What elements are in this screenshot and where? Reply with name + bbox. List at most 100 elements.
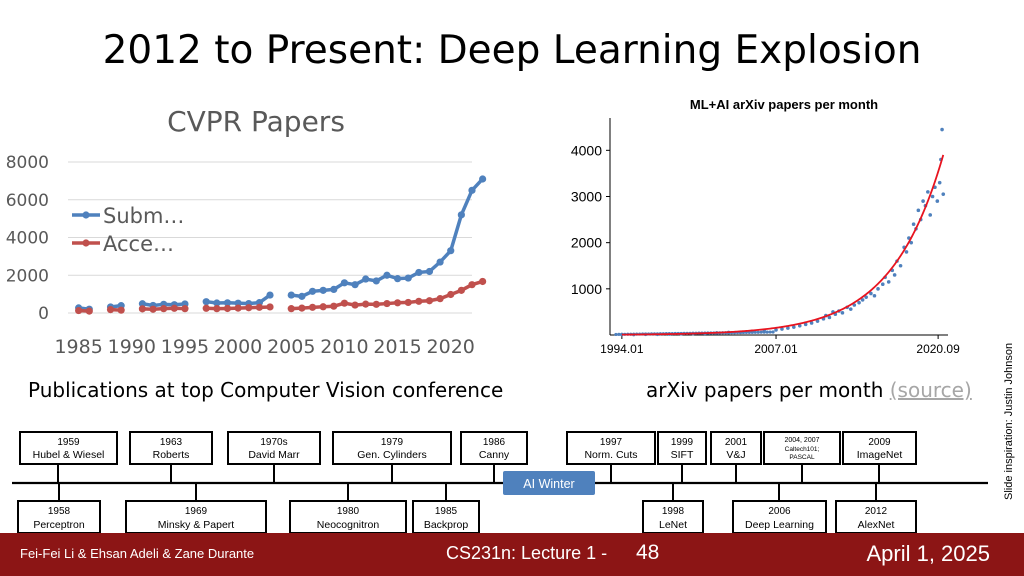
arxiv-data-point	[926, 190, 930, 194]
arxiv-data-point	[753, 330, 757, 334]
arxiv-y-tick-label: 4000	[571, 142, 602, 158]
cvpr-submitted-point	[393, 275, 402, 283]
arxiv-data-point	[921, 199, 925, 203]
arxiv-y-tick-label: 3000	[571, 188, 602, 204]
timeline-event-box	[657, 431, 707, 465]
timeline-event-box	[129, 431, 213, 465]
cvpr-x-tick-label: 2010	[320, 336, 368, 358]
cvpr-submitted-point	[213, 299, 221, 307]
cvpr-accepted-point	[479, 277, 487, 286]
timeline-event-name: PASCAL	[789, 454, 815, 461]
arxiv-data-point	[759, 330, 763, 334]
timeline-event-box	[19, 431, 118, 465]
cvpr-legend-submitted-label: Subm…	[103, 204, 184, 228]
cvpr-accepted-point	[319, 303, 327, 311]
cvpr-submitted-point	[138, 300, 147, 308]
cvpr-accepted-point	[404, 298, 412, 307]
arxiv-fit-curve	[621, 154, 945, 336]
cvpr-submitted-point	[202, 298, 210, 306]
cvpr-x-tick-label: 1985	[54, 336, 102, 358]
cvpr-y-tick-label: 2000	[6, 266, 49, 286]
timeline-event-box	[17, 500, 101, 534]
cvpr-accepted-point	[181, 305, 189, 313]
timeline-event-name: Deep Learning	[745, 519, 814, 531]
cvpr-accepted-point	[447, 290, 455, 299]
timeline-event-year: 1999	[671, 437, 694, 448]
timeline-event-year: 1970s	[260, 437, 287, 448]
cvpr-y-tick-label: 0	[38, 304, 49, 324]
arxiv-data-point	[916, 208, 921, 213]
arxiv-data-point	[840, 311, 845, 315]
arxiv-data-point	[617, 332, 621, 336]
timeline-event-name: V&J	[726, 449, 745, 461]
cvpr-x-tick-label: 2015	[373, 336, 421, 358]
cvpr-y-tick-label: 8000	[6, 153, 49, 173]
timeline-event-name: Norm. Cuts	[584, 449, 637, 461]
timeline-event-year: 1980	[337, 506, 360, 517]
arxiv-data-point	[928, 213, 933, 217]
slide-title: 2012 to Present: Deep Learning Explosion	[102, 28, 922, 73]
timeline-event-name: Gen. Cylinders	[357, 449, 426, 461]
cvpr-submitted-point	[319, 286, 327, 294]
cvpr-submitted-point	[383, 271, 391, 279]
timeline-event-name: Perceptron	[33, 519, 85, 531]
cvpr-accepted-point	[468, 281, 476, 289]
timeline-event-box	[332, 431, 452, 465]
cvpr-accepted-point	[160, 305, 168, 313]
arxiv-data-point	[886, 280, 891, 284]
timeline-event-year: 1959	[57, 437, 80, 448]
arxiv-data-point	[930, 194, 935, 199]
cvpr-accepted-point	[362, 300, 370, 308]
cvpr-y-tick-label: 4000	[6, 229, 49, 249]
arxiv-data-point	[904, 250, 909, 254]
arxiv-data-point	[803, 322, 808, 327]
arxiv-data-point	[792, 325, 796, 329]
timeline-event-name: Backprop	[424, 519, 469, 531]
cvpr-submitted-point	[404, 274, 412, 282]
arxiv-y-tick-label: 1000	[571, 281, 602, 297]
arxiv-data-point	[774, 328, 778, 332]
timeline-event-year: 1985	[435, 506, 458, 517]
cvpr-submitted-point	[457, 211, 465, 219]
timeline-event-box	[842, 431, 917, 465]
timeline-event-box	[710, 431, 762, 465]
cvpr-chart-title: CVPR Papers	[167, 105, 345, 138]
timeline-event-year: 2012	[865, 506, 888, 517]
cvpr-legend-accepted-label: Acce…	[103, 232, 174, 256]
cvpr-accepted-point	[372, 300, 380, 308]
cvpr-submitted-point	[223, 299, 232, 307]
arxiv-data-point	[876, 287, 880, 291]
arxiv-caption: arXiv papers per month (source)	[646, 378, 972, 402]
cvpr-accepted-point	[234, 304, 242, 312]
timeline-event-year: 2006	[768, 506, 791, 517]
cvpr-accepted-point	[383, 299, 391, 308]
cvpr-submitted-point	[425, 267, 434, 276]
ai-winter-badge	[503, 471, 595, 495]
cvpr-submitted-point	[468, 186, 476, 194]
timeline-event-name: Caltech101;	[785, 446, 820, 453]
arxiv-data-point	[872, 293, 877, 298]
arxiv-caption-text: arXiv papers per month	[646, 378, 884, 402]
cvpr-accepted-point	[308, 303, 317, 311]
arxiv-data-point	[815, 319, 820, 323]
arxiv-data-point	[756, 330, 760, 334]
cvpr-submitted-point	[330, 285, 338, 294]
timeline-event-box	[412, 500, 480, 534]
slide-inspiration-note: Slide inspiration: Justin Johnson	[1003, 342, 1015, 500]
cvpr-papers-chart: CVPR Papers 0 2000 4000 6000 8000 1985 1990 1995…	[6, 105, 487, 358]
cvpr-accepted-point	[138, 305, 147, 313]
arxiv-data-point	[860, 298, 865, 302]
arxiv-data-point	[892, 273, 897, 277]
cvpr-accepted-point	[106, 306, 115, 314]
arxiv-data-point	[780, 327, 784, 331]
timeline-event-name: SIFT	[671, 449, 694, 461]
arxiv-source-link[interactable]: (source)	[889, 378, 972, 402]
arxiv-data-point	[898, 263, 903, 268]
cvpr-accepted-point	[330, 302, 338, 310]
arxiv-data-point	[765, 330, 769, 334]
arxiv-data-point	[768, 330, 772, 334]
ai-winter-label: AI Winter	[523, 477, 574, 491]
cvpr-submitted-point	[266, 291, 274, 299]
timeline-event-name: Roberts	[153, 449, 190, 461]
